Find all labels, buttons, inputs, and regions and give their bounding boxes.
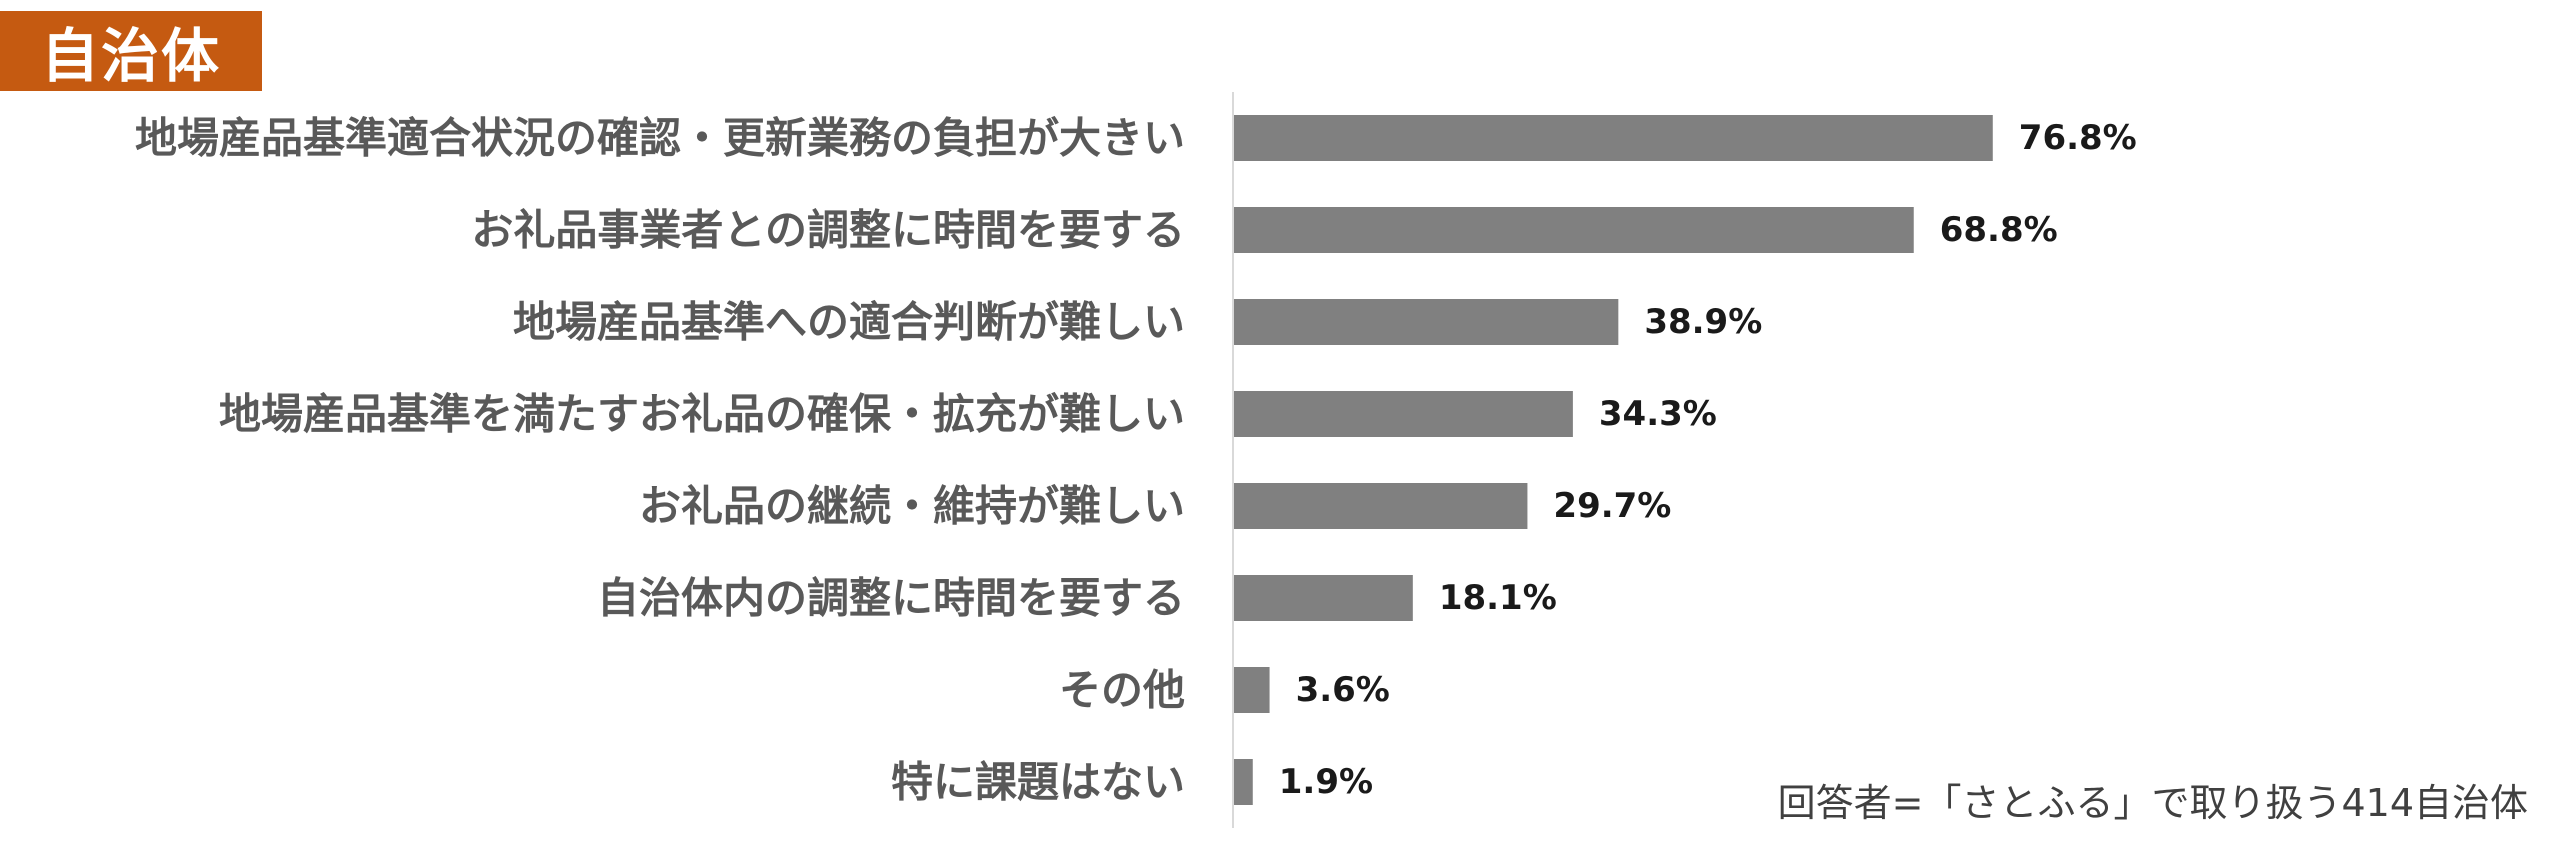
data-label: 29.7% bbox=[1553, 486, 1671, 526]
bar bbox=[1234, 667, 1270, 713]
bar bbox=[1234, 115, 1993, 161]
category-label: 自治体内の調整に時間を要する bbox=[597, 574, 1185, 623]
data-label: 76.8% bbox=[2019, 118, 2137, 158]
bar bbox=[1234, 391, 1573, 437]
data-label: 3.6% bbox=[1296, 670, 1390, 710]
data-label: 18.1% bbox=[1439, 578, 1557, 618]
group-tag-label: 自治体 bbox=[40, 22, 221, 90]
category-label: 特に課題はない bbox=[891, 758, 1185, 807]
group-tag: 自治体 bbox=[0, 11, 262, 91]
category-label: お礼品の継続・維持が難しい bbox=[639, 482, 1185, 531]
category-label: その他 bbox=[1059, 666, 1185, 715]
category-label: 地場産品基準適合状況の確認・更新業務の負担が大きい bbox=[135, 114, 1185, 163]
bar bbox=[1234, 575, 1413, 621]
category-label: 地場産品基準を満たすお礼品の確保・拡充が難しい bbox=[219, 390, 1185, 439]
data-label: 1.9% bbox=[1279, 762, 1373, 802]
bars-layer: 地場産品基準適合状況の確認・更新業務の負担が大きい 76.8% お礼品事業者との調整… bbox=[135, 92, 2137, 828]
bar bbox=[1234, 483, 1528, 529]
bar bbox=[1234, 299, 1619, 345]
category-label: お礼品事業者との調整に時間を要する bbox=[471, 206, 1185, 255]
respondent-note: 回答者=「さとふる」で取り扱う414自治体 bbox=[1777, 781, 2528, 825]
category-label: 地場産品基準への適合判断が難しい bbox=[513, 298, 1185, 347]
bar bbox=[1234, 207, 1914, 253]
data-label: 38.9% bbox=[1644, 302, 1762, 342]
bar bbox=[1234, 759, 1253, 805]
data-label: 68.8% bbox=[1940, 210, 2058, 250]
data-label: 34.3% bbox=[1599, 394, 1717, 434]
